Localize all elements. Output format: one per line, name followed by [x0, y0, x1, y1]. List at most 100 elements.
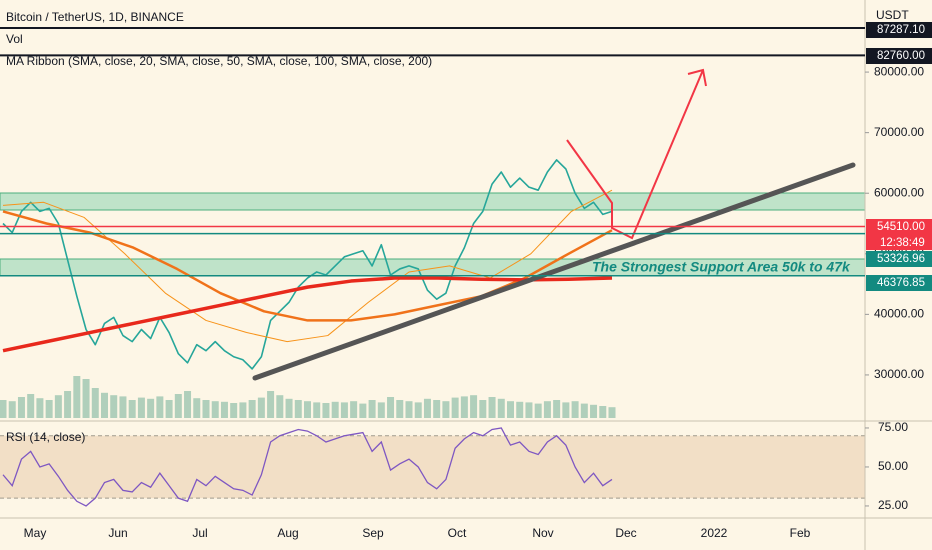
volume-bar: [442, 401, 450, 418]
volume-bar: [451, 397, 459, 418]
volume-bar: [165, 400, 173, 418]
x-tick-label: May: [24, 526, 47, 540]
volume-bar: [423, 398, 431, 418]
volume-bar: [248, 400, 256, 418]
volume-bar: [73, 376, 81, 418]
volume-bar: [285, 398, 293, 418]
volume-bar: [350, 401, 358, 418]
volume-bar: [590, 404, 598, 418]
volume-bar: [184, 391, 192, 418]
volume-bar: [405, 401, 413, 418]
x-tick-label: Jul: [192, 526, 207, 540]
rsi-label: RSI (14, close): [6, 430, 85, 444]
volume-bar: [414, 402, 422, 418]
volume-bar: [580, 403, 588, 418]
price-tag: [866, 22, 932, 38]
volume-bar: [193, 398, 201, 418]
volume-bar: [0, 400, 7, 418]
volume-bar: [562, 402, 570, 418]
arrow-head: [687, 68, 707, 87]
price-tag-label: 46376.85: [877, 277, 925, 289]
volume-bar: [230, 403, 238, 418]
volume-bar: [331, 401, 339, 418]
volume-bar: [543, 401, 551, 418]
projection-path: [566, 69, 704, 240]
volume-label: Vol: [6, 32, 23, 46]
volume-bar: [599, 406, 607, 418]
price-tag-label: 53326.96: [877, 253, 925, 265]
currency: USDT: [876, 8, 909, 22]
y-tick-label: 40000.00: [874, 307, 924, 321]
rsi-tick-label: 50.00: [878, 459, 908, 473]
price-tag: [866, 48, 932, 64]
volume-bar: [507, 401, 514, 418]
volume-bar: [147, 398, 155, 418]
y-tick-label: 60000.00: [874, 185, 924, 199]
rsi-band: [0, 435, 865, 499]
rsi-tick-label: 75.00: [878, 420, 908, 434]
volume-bar: [8, 401, 16, 418]
x-tick-label: Dec: [615, 526, 636, 540]
volume-bar: [137, 397, 145, 418]
volume-bar: [340, 402, 348, 418]
volume-bar: [359, 403, 367, 418]
y-tick-label: 70000.00: [874, 125, 924, 139]
rsi-tick-label: 25.00: [878, 498, 908, 512]
x-tick-label: Sep: [362, 526, 384, 540]
volume-bar: [322, 403, 330, 418]
volume-bar: [304, 401, 311, 418]
volume-bar: [54, 395, 62, 418]
x-tick-label: Oct: [448, 526, 467, 540]
volume-bar: [294, 400, 302, 418]
volume-bar: [313, 402, 321, 418]
volume-bar: [470, 395, 478, 418]
volume-bar: [377, 402, 385, 418]
volume-bar: [396, 400, 404, 418]
countdown: 12:38:49: [880, 237, 925, 249]
x-tick-label: Feb: [790, 526, 811, 540]
volume-bar: [202, 400, 210, 418]
volume-bar: [156, 396, 164, 418]
x-tick-label: 2022: [701, 526, 728, 540]
volume-bar: [36, 398, 44, 418]
series-line: [2, 276, 613, 353]
x-tick-label: Jun: [108, 526, 127, 540]
y-tick-label: 80000.00: [874, 64, 924, 78]
title: Bitcoin / TetherUS, 1D, BINANCE: [6, 10, 184, 24]
x-tick-label: Aug: [277, 526, 298, 540]
price-tag-label: 87287.10: [877, 24, 925, 36]
annotation: The Strongest Support Area 50k to 47k: [592, 259, 851, 275]
volume-bar: [45, 400, 53, 418]
price-tag-label: 54510.00: [877, 221, 925, 233]
volume-bar: [82, 379, 90, 418]
volume-bar: [433, 400, 441, 418]
volume-bar: [479, 400, 487, 418]
volume-bar: [387, 397, 395, 418]
volume-bar: [497, 398, 505, 418]
volume-bar: [276, 395, 284, 418]
volume-bar: [64, 391, 72, 418]
volume-bar: [267, 391, 275, 418]
ribbon-label: MA Ribbon (SMA, close, 20, SMA, close, 5…: [6, 54, 432, 68]
volume-bar: [460, 396, 468, 418]
price-tag: [866, 251, 932, 267]
volume-bar: [128, 400, 136, 418]
series-line: [2, 189, 613, 343]
volume-bar: [211, 401, 219, 418]
volume-bar: [239, 402, 247, 418]
volume-bar: [101, 392, 108, 418]
volume-bar: [488, 397, 496, 418]
volume-bar: [525, 402, 533, 418]
volume-bar: [553, 400, 561, 418]
volume-bar: [257, 397, 265, 418]
y-tick-label: 30000.00: [874, 367, 924, 381]
volume-bar: [91, 388, 99, 418]
price-tag: [866, 219, 932, 235]
countdown-tag: [866, 235, 932, 250]
volume-bar: [534, 403, 542, 418]
price-tag-label: 82760.00: [877, 50, 925, 62]
volume-bar: [368, 400, 376, 418]
price-tag: [866, 275, 932, 291]
volume-bar: [516, 401, 524, 418]
